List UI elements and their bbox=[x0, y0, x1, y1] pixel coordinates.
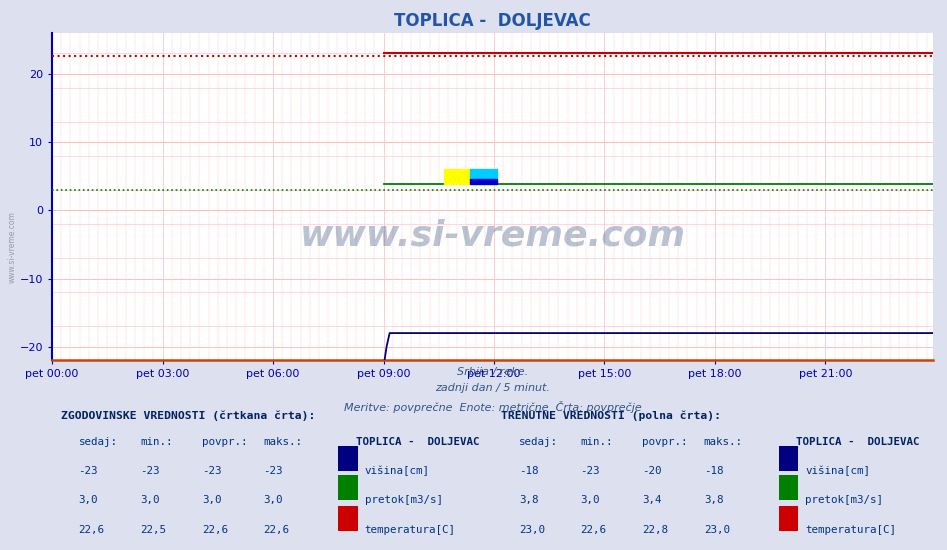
Bar bbox=[444, 169, 471, 184]
Text: 22,6: 22,6 bbox=[202, 525, 228, 535]
Text: pretok[m3/s]: pretok[m3/s] bbox=[365, 495, 443, 505]
FancyBboxPatch shape bbox=[778, 506, 798, 531]
Text: 3,0: 3,0 bbox=[140, 495, 160, 505]
Text: ZGODOVINSKE VREDNOSTI (črtkana črta):: ZGODOVINSKE VREDNOSTI (črtkana črta): bbox=[61, 410, 315, 421]
Text: maks.:: maks.: bbox=[263, 437, 302, 447]
FancyBboxPatch shape bbox=[778, 475, 798, 500]
FancyBboxPatch shape bbox=[338, 447, 358, 471]
Text: www.si-vreme.com: www.si-vreme.com bbox=[8, 212, 17, 283]
Text: 22,8: 22,8 bbox=[642, 525, 669, 535]
Text: sedaj:: sedaj: bbox=[519, 437, 558, 447]
Text: min.:: min.: bbox=[581, 437, 613, 447]
Bar bbox=[471, 179, 497, 184]
Text: www.si-vreme.com: www.si-vreme.com bbox=[299, 219, 686, 253]
FancyBboxPatch shape bbox=[338, 506, 358, 531]
Text: temperatura[C]: temperatura[C] bbox=[365, 525, 456, 535]
Text: 3,0: 3,0 bbox=[581, 495, 600, 505]
Text: 22,6: 22,6 bbox=[79, 525, 104, 535]
Text: TOPLICA -  DOLJEVAC: TOPLICA - DOLJEVAC bbox=[796, 437, 920, 447]
Title: TOPLICA -  DOLJEVAC: TOPLICA - DOLJEVAC bbox=[394, 12, 591, 30]
Text: zadnji dan / 5 minut.: zadnji dan / 5 minut. bbox=[435, 383, 550, 393]
Text: 3,0: 3,0 bbox=[79, 495, 98, 505]
Text: TRENUTNE VREDNOSTI (polna črta):: TRENUTNE VREDNOSTI (polna črta): bbox=[501, 410, 722, 421]
Text: -20: -20 bbox=[642, 466, 662, 476]
Text: višina[cm]: višina[cm] bbox=[365, 466, 430, 476]
Text: 3,0: 3,0 bbox=[263, 495, 283, 505]
Text: min.:: min.: bbox=[140, 437, 172, 447]
Text: 3,8: 3,8 bbox=[704, 495, 724, 505]
FancyBboxPatch shape bbox=[338, 475, 358, 500]
Text: sedaj:: sedaj: bbox=[79, 437, 117, 447]
Text: 23,0: 23,0 bbox=[704, 525, 730, 535]
Text: povpr.:: povpr.: bbox=[202, 437, 247, 447]
Text: maks.:: maks.: bbox=[704, 437, 742, 447]
Text: -18: -18 bbox=[519, 466, 538, 476]
Text: TOPLICA -  DOLJEVAC: TOPLICA - DOLJEVAC bbox=[356, 437, 479, 447]
Bar bbox=[471, 169, 497, 179]
Text: temperatura[C]: temperatura[C] bbox=[805, 525, 896, 535]
Text: višina[cm]: višina[cm] bbox=[805, 466, 870, 476]
Text: -23: -23 bbox=[79, 466, 98, 476]
Text: 23,0: 23,0 bbox=[519, 525, 545, 535]
Text: 22,5: 22,5 bbox=[140, 525, 166, 535]
Text: 3,8: 3,8 bbox=[519, 495, 538, 505]
Text: 22,6: 22,6 bbox=[263, 525, 290, 535]
Text: 3,0: 3,0 bbox=[202, 495, 222, 505]
Text: -18: -18 bbox=[704, 466, 724, 476]
Text: 3,4: 3,4 bbox=[642, 495, 662, 505]
Text: -23: -23 bbox=[581, 466, 600, 476]
Text: pretok[m3/s]: pretok[m3/s] bbox=[805, 495, 884, 505]
Text: 22,6: 22,6 bbox=[581, 525, 606, 535]
Text: -23: -23 bbox=[263, 466, 283, 476]
Text: -23: -23 bbox=[202, 466, 222, 476]
FancyBboxPatch shape bbox=[778, 447, 798, 471]
Text: povpr.:: povpr.: bbox=[642, 437, 688, 447]
Text: Meritve: povprečne  Enote: metrične  Črta: povprečje: Meritve: povprečne Enote: metrične Črta:… bbox=[344, 401, 641, 413]
Text: -23: -23 bbox=[140, 466, 160, 476]
Text: Srbija / reke.: Srbija / reke. bbox=[456, 367, 528, 377]
